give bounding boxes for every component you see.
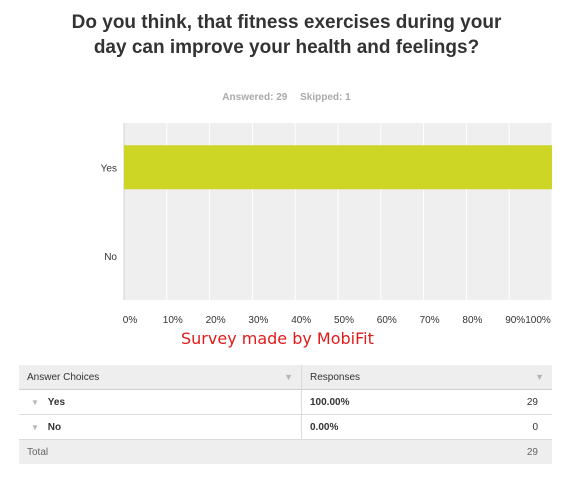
- answer-choice-label: No: [47, 421, 62, 433]
- x-tick-label: 20%: [206, 315, 226, 326]
- x-tick-label: 10%: [163, 315, 183, 326]
- total-label: Total: [19, 439, 302, 464]
- x-tick-label: 30%: [248, 315, 268, 326]
- total-value: 29: [526, 446, 538, 458]
- response-percent: 100.00%: [310, 396, 350, 408]
- x-tick-label: 70%: [420, 315, 440, 326]
- responses-cell: 100.00% 29: [301, 389, 552, 415]
- answer-choice-cell: ▼ No: [19, 414, 302, 440]
- header-responses-label: Responses: [310, 371, 361, 383]
- answer-choice-cell: ▼ Yes: [19, 389, 302, 415]
- answer-choice-label: Yes: [47, 396, 66, 408]
- response-percent: 0.00%: [310, 421, 339, 433]
- sort-arrow-icon[interactable]: ▼: [535, 371, 544, 382]
- responses-cell: 0.00% 0: [301, 414, 552, 440]
- x-tick-label: 100%: [525, 315, 551, 326]
- response-count: 0: [532, 421, 538, 433]
- table-header-row: Answer Choices ▼ Responses ▼: [19, 365, 552, 390]
- table-row: ▼ No 0.00% 0: [19, 414, 552, 440]
- results-table: Answer Choices ▼ Responses ▼ ▼ Yes 100.0…: [19, 365, 552, 464]
- y-category-label: Yes: [101, 163, 117, 174]
- x-tick-label: 60%: [377, 315, 397, 326]
- question-title: Do you think, that fitness exercises dur…: [71, 12, 502, 58]
- x-tick-label: 40%: [291, 315, 311, 326]
- response-summary: Answered: 29 Skipped: 1: [0, 92, 573, 103]
- response-count: 29: [526, 396, 538, 408]
- x-tick-label: 80%: [462, 315, 482, 326]
- table-row: ▼ Yes 100.00% 29: [19, 389, 552, 415]
- expand-arrow-icon[interactable]: ▼: [31, 422, 39, 432]
- sort-arrow-icon[interactable]: ▼: [284, 371, 293, 382]
- skipped-count: Skipped: 1: [300, 92, 351, 103]
- header-responses[interactable]: Responses ▼: [301, 365, 552, 390]
- answered-count: Answered: 29: [222, 92, 288, 103]
- x-tick-label: 50%: [334, 315, 354, 326]
- watermark-text: Survey made by MobiFit: [181, 329, 374, 348]
- header-answer-choices[interactable]: Answer Choices ▼: [19, 365, 302, 390]
- y-category-label: No: [104, 252, 117, 263]
- expand-arrow-icon[interactable]: ▼: [31, 397, 39, 407]
- bar-yes: [124, 145, 552, 190]
- total-cell: 29: [301, 439, 552, 464]
- x-tick-label: 0%: [123, 315, 138, 326]
- bar-chart: 0% 10% 20% 30% 40% 50% 60% 70% 80% 90% 100% Yes No: [101, 123, 553, 326]
- total-row: Total 29: [19, 439, 552, 464]
- header-answer-choices-label: Answer Choices: [27, 371, 100, 383]
- x-tick-label: 90%: [505, 315, 525, 326]
